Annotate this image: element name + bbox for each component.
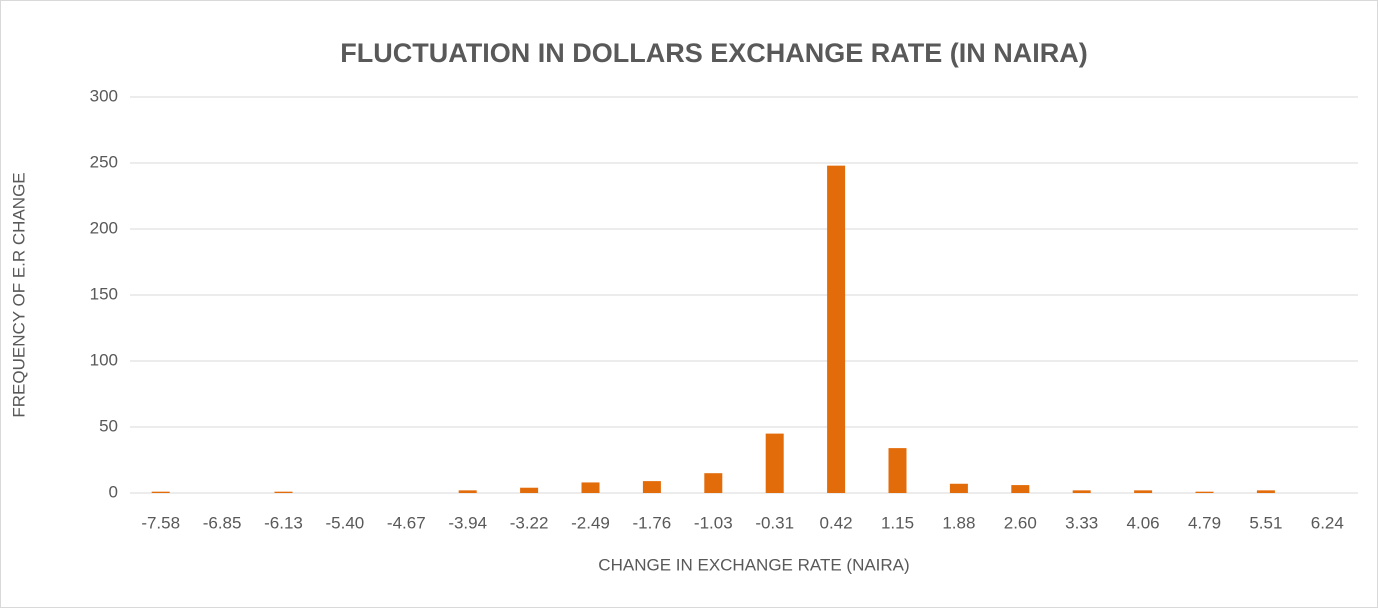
y-tick-label: 50 bbox=[99, 416, 118, 435]
chart-title: FLUCTUATION IN DOLLARS EXCHANGE RATE (IN… bbox=[340, 38, 1087, 68]
x-tick-label: 1.15 bbox=[881, 513, 914, 532]
x-tick-label: -3.22 bbox=[510, 513, 549, 532]
x-tick-label: -1.76 bbox=[633, 513, 672, 532]
bar bbox=[458, 490, 477, 493]
bar bbox=[274, 491, 293, 493]
bar bbox=[1134, 490, 1153, 493]
y-tick-label: 150 bbox=[90, 284, 118, 303]
x-tick-label: -6.13 bbox=[264, 513, 303, 532]
y-tick-label: 250 bbox=[90, 152, 118, 171]
x-tick-label: 1.88 bbox=[942, 513, 975, 532]
y-tick-label: 300 bbox=[90, 86, 118, 105]
x-tick-label: -5.40 bbox=[326, 513, 365, 532]
x-tick-label: -2.49 bbox=[571, 513, 610, 532]
bar bbox=[151, 491, 170, 493]
y-axis-title: FREQUENCY OF E.R CHANGE bbox=[9, 172, 28, 417]
bar bbox=[1011, 485, 1030, 493]
x-tick-label: 5.51 bbox=[1249, 513, 1282, 532]
bar bbox=[642, 481, 661, 493]
bar bbox=[1072, 490, 1091, 493]
x-tick-label: 0.42 bbox=[820, 513, 853, 532]
bar bbox=[1195, 491, 1214, 493]
x-tick-label: 4.79 bbox=[1188, 513, 1221, 532]
x-tick-label: -4.67 bbox=[387, 513, 426, 532]
x-axis-title: CHANGE IN EXCHANGE RATE (NAIRA) bbox=[598, 555, 909, 574]
x-tick-label: -6.85 bbox=[203, 513, 242, 532]
bar bbox=[581, 482, 600, 493]
bar bbox=[704, 473, 723, 493]
x-tick-label: 4.06 bbox=[1127, 513, 1160, 532]
x-tick-label: 3.33 bbox=[1065, 513, 1098, 532]
y-tick-label: 200 bbox=[90, 218, 118, 237]
x-tick-label: 6.24 bbox=[1311, 513, 1344, 532]
y-tick-label: 100 bbox=[90, 350, 118, 369]
x-tick-label: -3.94 bbox=[448, 513, 487, 532]
bar bbox=[827, 165, 846, 493]
bar bbox=[765, 433, 784, 493]
x-tick-label: -7.58 bbox=[141, 513, 180, 532]
bar bbox=[520, 487, 539, 493]
x-tick-label: 2.60 bbox=[1004, 513, 1037, 532]
y-tick-label: 0 bbox=[109, 482, 118, 501]
bar bbox=[1256, 490, 1275, 493]
bar bbox=[949, 483, 968, 493]
x-tick-label: -0.31 bbox=[755, 513, 794, 532]
bar bbox=[888, 448, 907, 493]
x-tick-label: -1.03 bbox=[694, 513, 733, 532]
